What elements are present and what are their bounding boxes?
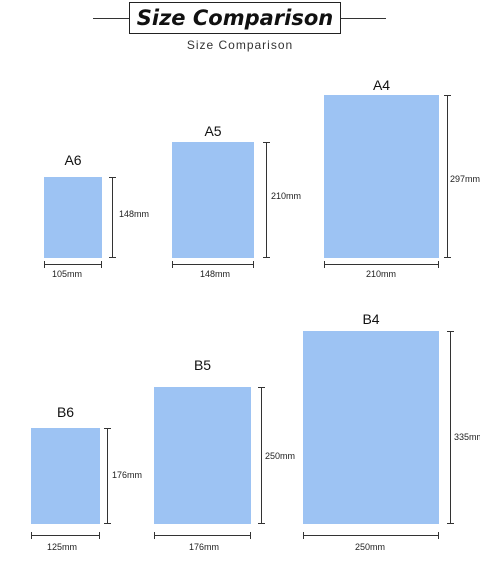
dimension-tick — [324, 261, 325, 268]
paper-sheet — [154, 387, 251, 524]
dimension-tick — [154, 532, 155, 539]
title-box: Size Comparison — [129, 2, 341, 34]
paper-sheet — [172, 142, 254, 258]
height-dimension-line — [261, 387, 262, 524]
dimension-tick — [253, 261, 254, 268]
width-dimension-line — [31, 535, 100, 536]
height-dimension-line — [450, 331, 451, 524]
paper-sheet — [324, 95, 439, 258]
height-label: 297mm — [450, 174, 480, 184]
dimension-tick — [444, 95, 451, 96]
width-label: 105mm — [52, 269, 83, 279]
size-label: A6 — [64, 152, 82, 168]
height-dimension-line — [447, 95, 448, 258]
width-dimension-line — [303, 535, 439, 536]
height-dimension-line — [266, 142, 267, 258]
dimension-tick — [109, 177, 116, 178]
size-label: B6 — [56, 404, 75, 420]
dimension-tick — [101, 261, 102, 268]
dimension-tick — [250, 532, 251, 539]
title-rule-right — [341, 18, 386, 19]
dimension-tick — [258, 523, 265, 524]
dimension-tick — [303, 532, 304, 539]
paper-sheet — [31, 428, 100, 524]
height-label: 176mm — [112, 470, 143, 480]
size-label: A5 — [204, 123, 222, 139]
dimension-tick — [444, 257, 451, 258]
dimension-tick — [438, 261, 439, 268]
size-label: B5 — [193, 357, 212, 373]
dimension-tick — [44, 261, 45, 268]
dimension-tick — [109, 257, 116, 258]
width-label: 250mm — [355, 542, 386, 552]
page-subtitle: Size Comparison — [186, 38, 294, 52]
dimension-tick — [263, 257, 270, 258]
height-label: 250mm — [265, 451, 296, 461]
width-dimension-line — [44, 264, 102, 265]
height-label: 148mm — [119, 209, 150, 219]
width-label: 210mm — [366, 269, 397, 279]
height-dimension-line — [112, 177, 113, 258]
width-dimension-line — [172, 264, 254, 265]
title-rule-left — [93, 18, 129, 19]
width-label: 125mm — [47, 542, 78, 552]
dimension-tick — [438, 532, 439, 539]
dimension-tick — [99, 532, 100, 539]
width-dimension-line — [324, 264, 439, 265]
dimension-tick — [172, 261, 173, 268]
dimension-tick — [447, 331, 454, 332]
paper-sheet — [303, 331, 439, 524]
dimension-tick — [263, 142, 270, 143]
height-label: 335mm — [454, 432, 480, 442]
height-label: 210mm — [271, 191, 302, 201]
width-label: 176mm — [189, 542, 220, 552]
dimension-tick — [447, 523, 454, 524]
dimension-tick — [104, 523, 111, 524]
size-label: B4 — [362, 311, 380, 327]
dimension-tick — [258, 387, 265, 388]
page-title: Size Comparison — [136, 6, 334, 30]
height-dimension-line — [107, 428, 108, 524]
width-dimension-line — [154, 535, 251, 536]
size-label: A4 — [372, 77, 391, 93]
dimension-tick — [31, 532, 32, 539]
width-label: 148mm — [200, 269, 231, 279]
dimension-tick — [104, 428, 111, 429]
paper-sheet — [44, 177, 102, 258]
